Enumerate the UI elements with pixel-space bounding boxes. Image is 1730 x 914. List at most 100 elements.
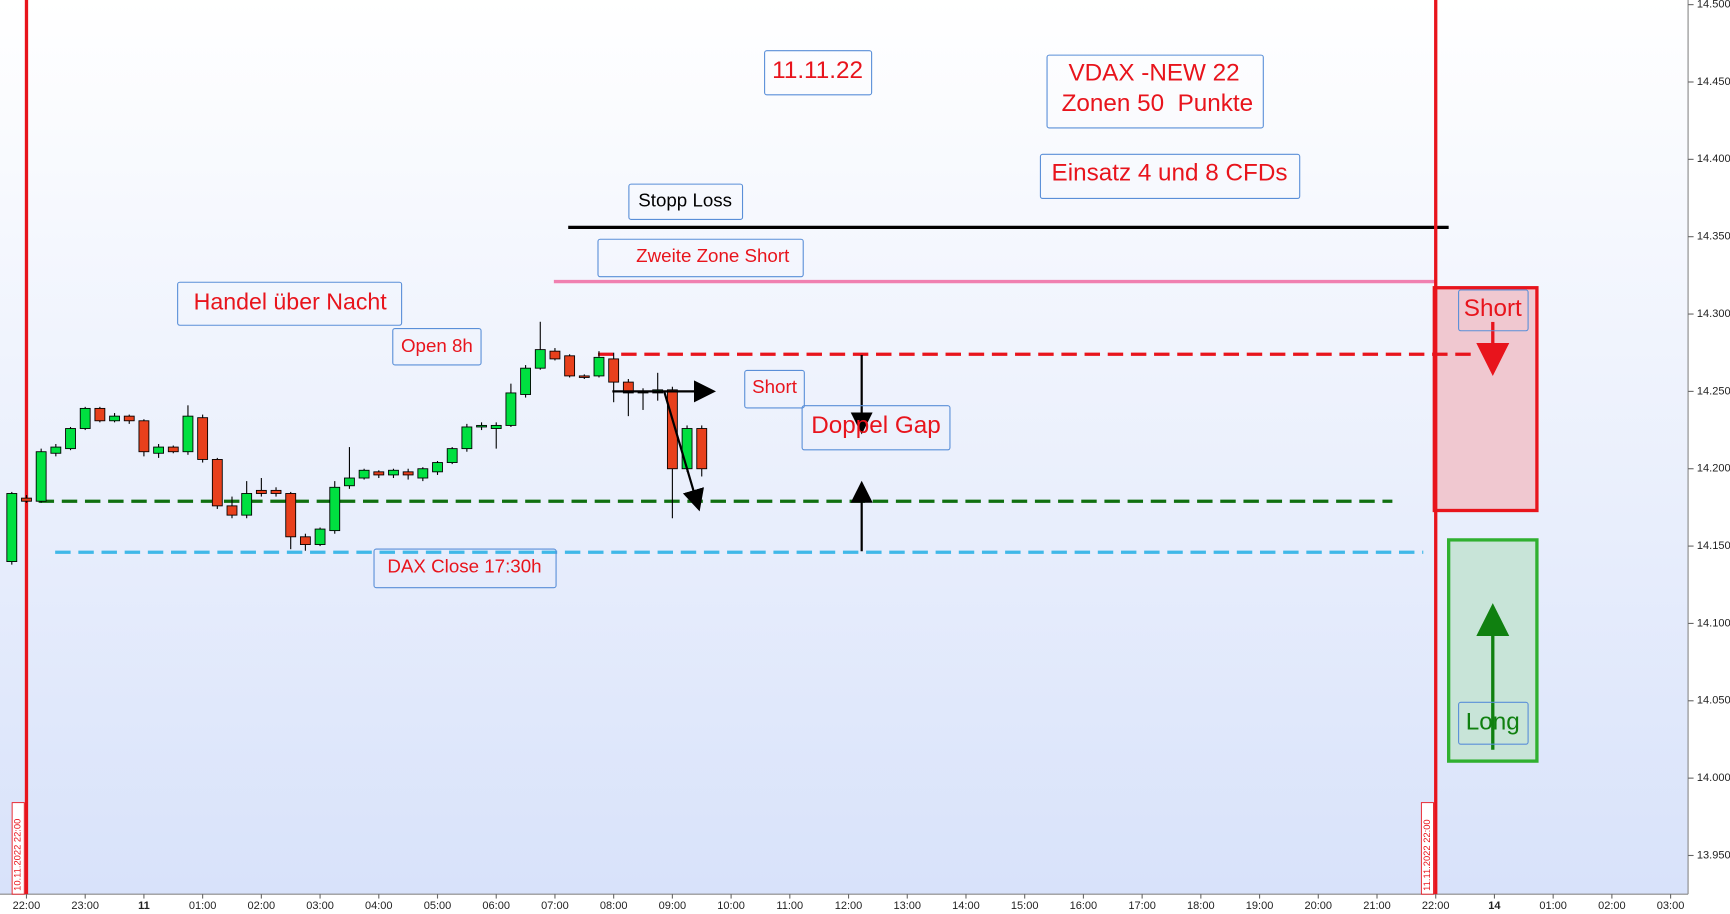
x-tick-label: 01:00: [189, 900, 217, 912]
x-tick-label: 14: [1488, 900, 1501, 912]
annotation-box: [764, 50, 873, 96]
candle-body: [299, 536, 311, 545]
y-tick-label: 14.350: [1697, 231, 1730, 243]
annotation-box: [373, 548, 557, 589]
candle-body: [461, 426, 473, 450]
candle-body: [270, 489, 282, 494]
vline-label: 11.11.2022 22:00: [1422, 819, 1432, 890]
candle-body: [490, 424, 502, 429]
candle-body: [358, 469, 370, 479]
arrow: [663, 391, 704, 512]
candle-body: [476, 424, 487, 428]
candle-body: [21, 497, 32, 502]
annotation: 11.11.22: [772, 57, 863, 84]
candle-body: [402, 471, 414, 476]
candle-body: [211, 459, 223, 507]
x-tick-label: 03:00: [306, 900, 334, 912]
x-tick-label: 03:00: [1657, 900, 1685, 912]
x-tick-label: 18:00: [1187, 900, 1215, 912]
x-tick-label: 10:00: [717, 900, 745, 912]
candle-body: [578, 375, 590, 378]
candle-body: [94, 407, 106, 422]
x-tick-label: 21:00: [1363, 900, 1391, 912]
x-tick-label: 20:00: [1304, 900, 1332, 912]
annotation: Einsatz 4 und 8 CFDs: [1052, 160, 1288, 187]
candle-body: [182, 415, 194, 453]
x-tick-label: 05:00: [424, 900, 452, 912]
x-tick-label: 02:00: [248, 900, 276, 912]
candle-body: [6, 493, 18, 562]
y-tick-label: 14.450: [1697, 76, 1730, 88]
vline-label-box: [1420, 802, 1434, 895]
candle-body: [549, 350, 561, 360]
candle-body: [226, 505, 238, 516]
annotation: VDAX -NEW 22: [1068, 59, 1239, 86]
candle-body: [696, 428, 708, 470]
zone: [1432, 286, 1539, 513]
x-tick-label: 15:00: [1011, 900, 1039, 912]
annotation-box: [1039, 153, 1301, 200]
annotation: Zonen 50 Punkte: [1062, 90, 1254, 117]
x-tick-label: 11: [138, 900, 150, 912]
candle-body: [109, 415, 120, 422]
x-tick-label: 22:00: [1422, 900, 1450, 912]
y-tick-label: 13.950: [1697, 849, 1730, 861]
y-tick-label: 14.100: [1697, 617, 1730, 629]
y-tick-label: 14.300: [1697, 308, 1730, 320]
annotation-box: [392, 328, 482, 366]
candle-body: [50, 446, 62, 454]
x-tick-label: 01:00: [1539, 900, 1567, 912]
annotation-box: [744, 369, 805, 409]
candle-body: [505, 392, 517, 426]
x-tick-label: 02:00: [1598, 900, 1626, 912]
candle-body: [344, 477, 355, 487]
annotation: Handel über Nacht: [194, 288, 388, 314]
candle-body: [520, 367, 531, 395]
x-tick-label: 09:00: [659, 900, 687, 912]
candle-body: [446, 448, 458, 463]
x-tick-label: 16:00: [1070, 900, 1098, 912]
annotation-box: [597, 238, 804, 278]
candle-body: [314, 528, 326, 545]
x-tick-label: 07:00: [541, 900, 569, 912]
annotation: Long: [1466, 709, 1520, 736]
vline-label: 10.11.2022 22:00: [13, 819, 23, 891]
candle-body: [35, 451, 47, 502]
candle-body: [241, 493, 253, 516]
x-tick-label: 23:00: [71, 900, 99, 912]
candle-body: [608, 358, 620, 383]
x-tick-label: 19:00: [1246, 900, 1274, 912]
annotation-box: [1046, 54, 1264, 129]
candle-body: [329, 486, 341, 532]
candle-body: [373, 471, 385, 476]
annotation-box: [1458, 701, 1529, 745]
x-tick-label: 22:00: [13, 900, 41, 912]
x-tick-label: 14:00: [952, 900, 980, 912]
y-tick-label: 14.050: [1697, 695, 1730, 707]
vline-label-box: [11, 802, 25, 895]
candle-body: [432, 462, 443, 473]
candle-body: [167, 446, 179, 453]
annotation: Stopp Loss: [638, 190, 732, 211]
annotation-box: [628, 183, 744, 220]
annotation: DAX Close 17:30h: [387, 556, 541, 577]
annotation: Short: [752, 376, 798, 397]
annotation-box: [1458, 289, 1529, 332]
candle-body: [79, 407, 91, 429]
candle-body: [255, 489, 267, 494]
candle-body: [138, 420, 150, 453]
annotation-box: [177, 281, 403, 326]
candle-body: [622, 381, 634, 394]
y-tick-label: 14.200: [1697, 463, 1730, 475]
x-tick-label: 06:00: [482, 900, 510, 912]
candle-body: [197, 417, 209, 460]
candle-body: [285, 493, 297, 538]
candle-body: [534, 349, 546, 369]
annotation-box: [801, 405, 951, 451]
candle-body: [388, 469, 399, 476]
y-tick-label: 14.250: [1697, 385, 1730, 397]
annotation: Short: [1464, 295, 1522, 322]
annotation: Open 8h: [401, 335, 473, 356]
